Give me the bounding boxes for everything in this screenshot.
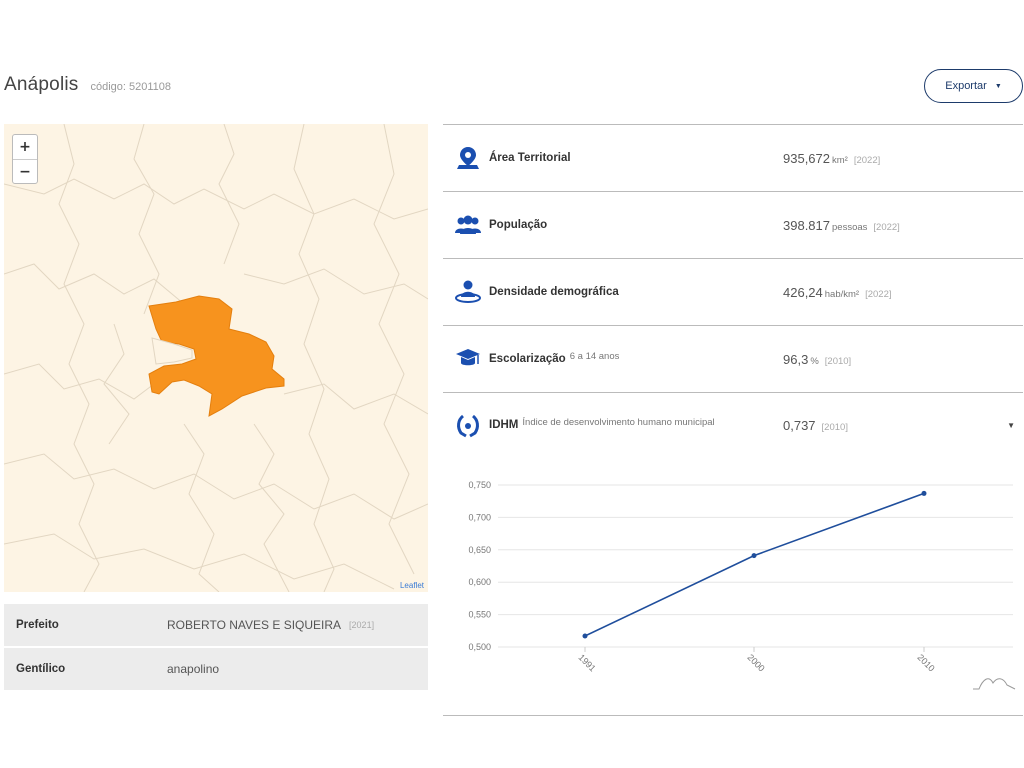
city-code: código: 5201108: [90, 81, 172, 93]
indicator-label: IDHM: [489, 419, 519, 431]
indicator-year: [2022]: [873, 221, 900, 233]
map-hole: [151, 337, 193, 365]
info-row-gentilico: Gentílico anapolino: [4, 648, 428, 691]
indicator-sublabel: 6 a 14 anos: [569, 351, 620, 362]
indicator-label-wrap: Escolarização 6 a 14 anos: [489, 351, 620, 365]
indicator-unit: pessoas: [832, 221, 868, 233]
idhm-chart: 0,750 0,700 0,650 0,600 0,550 0,500 1991 2000 20…: [443, 455, 1023, 713]
indicator-idhm: IDHM Índice de desenvolvimento humano mun…: [443, 393, 1023, 716]
export-button[interactable]: Exportar ▼: [924, 69, 1023, 103]
indicator-area: Área Territorial 935,672 km² [2022]: [443, 125, 1023, 192]
indicator-value-wrap: 96,3% [2010]: [783, 352, 851, 367]
info-table: Prefeito ROBERTO NAVES E SIQUEIRA [2021]…: [4, 604, 428, 691]
idhm-line-chart: 0,750 0,700 0,650 0,600 0,550 0,500 1991 2000 20…: [468, 480, 1016, 690]
info-label: Prefeito: [16, 619, 59, 631]
map-pin-icon: [455, 145, 481, 171]
indicator-value-wrap: 935,672 km² [2022]: [783, 151, 880, 166]
laurel-icon: [455, 412, 481, 438]
indicator-unit: %: [810, 355, 819, 367]
info-label: Gentílico: [16, 663, 66, 675]
chevron-down-icon: ▼: [994, 82, 1002, 90]
indicator-label-wrap: IDHM Índice de desenvolvimento humano mun…: [489, 417, 715, 431]
zoom-control: + −: [12, 134, 38, 184]
idhm-header[interactable]: IDHM Índice de desenvolvimento humano mun…: [443, 393, 1023, 457]
indicator-label: Densidade demográfica: [489, 286, 619, 298]
indicator-value-wrap: 426,24 hab/km² [2022]: [783, 285, 892, 300]
indicator-value: 398.817: [783, 217, 830, 233]
zoom-in-button[interactable]: +: [19, 139, 31, 155]
indicator-sublabel: Índice de desenvolvimento humano municip…: [522, 417, 715, 428]
export-label: Exportar: [945, 80, 987, 92]
y-tick-label: 0,650: [468, 545, 491, 555]
y-tick-label: 0,750: [468, 480, 491, 490]
person-density-icon: [455, 279, 481, 305]
leaflet-attribution-link[interactable]: Leaflet: [399, 581, 424, 590]
chevron-down-icon[interactable]: ▼: [1007, 420, 1015, 430]
indicator-value: 426,24: [783, 284, 823, 300]
anapolis-highlight: [148, 295, 285, 417]
municipality-map[interactable]: + − Leaflet: [4, 124, 428, 592]
city-name: Anápolis: [4, 74, 79, 95]
data-point: [751, 553, 757, 559]
data-point: [582, 633, 588, 639]
y-tick-label: 0,500: [468, 642, 491, 652]
people-icon: [455, 212, 481, 238]
graduation-cap-icon: [455, 346, 481, 372]
indicator-density: Densidade demográfica 426,24 hab/km² [2022…: [443, 259, 1023, 326]
indicator-year: [2022]: [865, 288, 892, 300]
indicator-population: População 398.817 pessoas [2022]: [443, 192, 1023, 259]
data-point: [921, 490, 927, 496]
indicator-year: [2022]: [853, 154, 881, 166]
indicators-panel: Área Territorial 935,672 km² [2022] Popula…: [443, 124, 1023, 716]
indicator-label: Escolarização: [489, 353, 566, 365]
indicator-label: Área Territorial: [489, 152, 571, 164]
map-boundaries: [4, 124, 428, 592]
y-tick-label: 0,550: [468, 610, 491, 620]
indicator-label: População: [489, 219, 548, 231]
zoom-out-button[interactable]: −: [13, 159, 37, 183]
indicator-schooling: Escolarização 6 a 14 anos 96,3% [2010]: [443, 326, 1023, 393]
info-value: anapolino: [167, 662, 220, 676]
indicator-unit: km²: [832, 154, 848, 166]
x-tick-label: 2010: [916, 652, 937, 673]
x-tick-label: 2000: [746, 652, 767, 673]
indicator-value-wrap: 398.817 pessoas [2022]: [783, 218, 900, 233]
indicator-value: 0,737: [783, 417, 816, 433]
info-row-prefeito: Prefeito ROBERTO NAVES E SIQUEIRA [2021]: [4, 604, 428, 647]
info-value: ROBERTO NAVES E SIQUEIRA: [167, 618, 342, 632]
y-tick-label: 0,700: [468, 512, 491, 522]
page-header: Anápolis código: 5201108: [4, 74, 171, 96]
indicator-year: [2010]: [824, 355, 852, 367]
indicator-value: 935,672: [783, 150, 830, 166]
indicator-value-wrap: 0,737 [2010]: [783, 418, 848, 433]
chart-type-icon: [973, 678, 1016, 690]
indicator-value: 96,3: [783, 351, 809, 367]
x-tick-label: 1991: [577, 652, 598, 673]
indicator-unit: hab/km²: [824, 288, 860, 300]
info-year: [2021]: [349, 620, 375, 630]
indicator-year: [2010]: [821, 421, 848, 433]
y-tick-label: 0,600: [468, 577, 491, 587]
